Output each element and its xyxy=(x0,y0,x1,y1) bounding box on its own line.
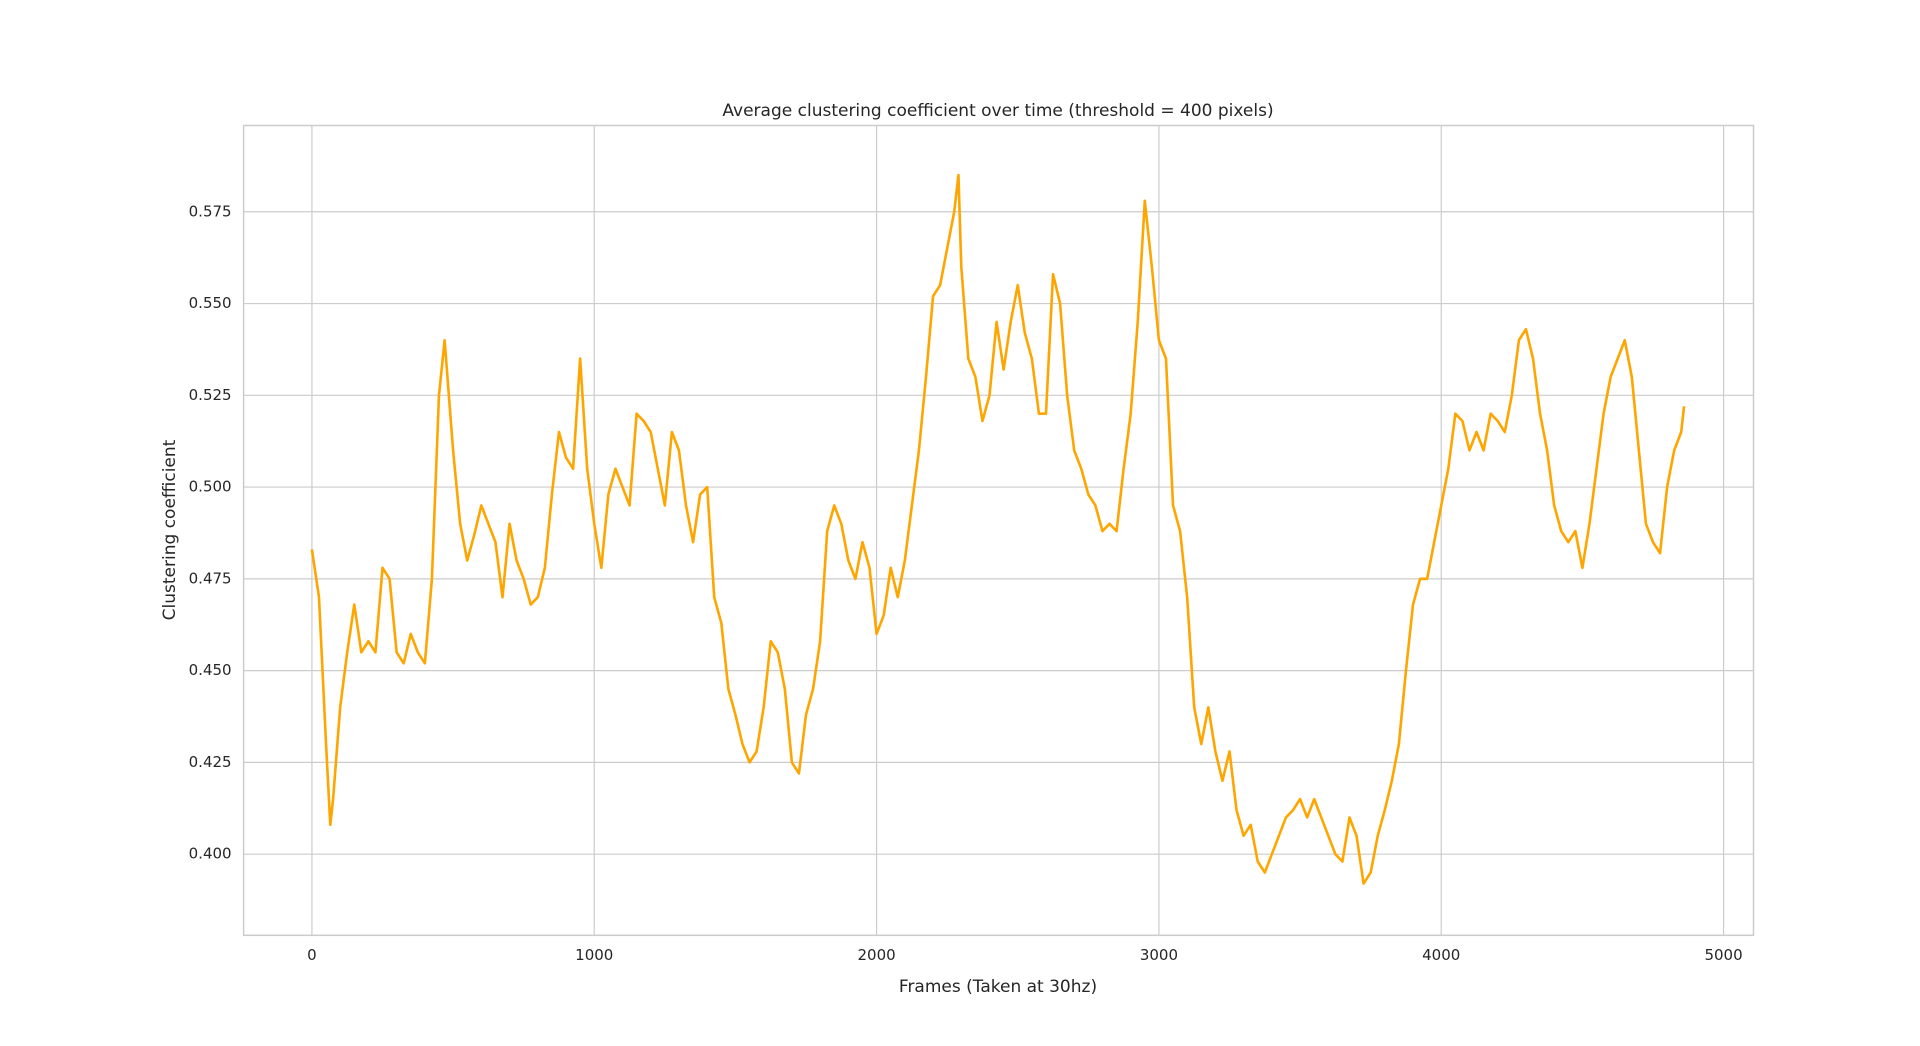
x-tick-label: 3000 xyxy=(1140,946,1178,964)
data-line xyxy=(310,173,1686,885)
x-tick-label: 1000 xyxy=(575,946,613,964)
x-tick-label: 4000 xyxy=(1422,946,1460,964)
y-tick-label: 0.450 xyxy=(189,661,232,679)
y-tick-label: 0.400 xyxy=(189,845,232,863)
y-tick-label: 0.425 xyxy=(189,753,232,771)
x-tick-label: 0 xyxy=(307,946,317,964)
x-tick-label: 5000 xyxy=(1704,946,1742,964)
y-tick-label: 0.525 xyxy=(189,386,232,404)
y-axis-label: Clustering coefficient xyxy=(160,439,180,620)
y-tick-label: 0.550 xyxy=(189,294,232,312)
chart-title: Average clustering coefficient over time… xyxy=(722,101,1273,121)
y-tick-label: 0.475 xyxy=(189,569,232,587)
y-tick-label: 0.500 xyxy=(189,478,232,496)
y-tick-label: 0.575 xyxy=(189,202,232,220)
x-tick-label: 2000 xyxy=(857,946,895,964)
x-axis-label: Frames (Taken at 30hz) xyxy=(899,977,1097,997)
plot-frame xyxy=(242,124,1755,937)
